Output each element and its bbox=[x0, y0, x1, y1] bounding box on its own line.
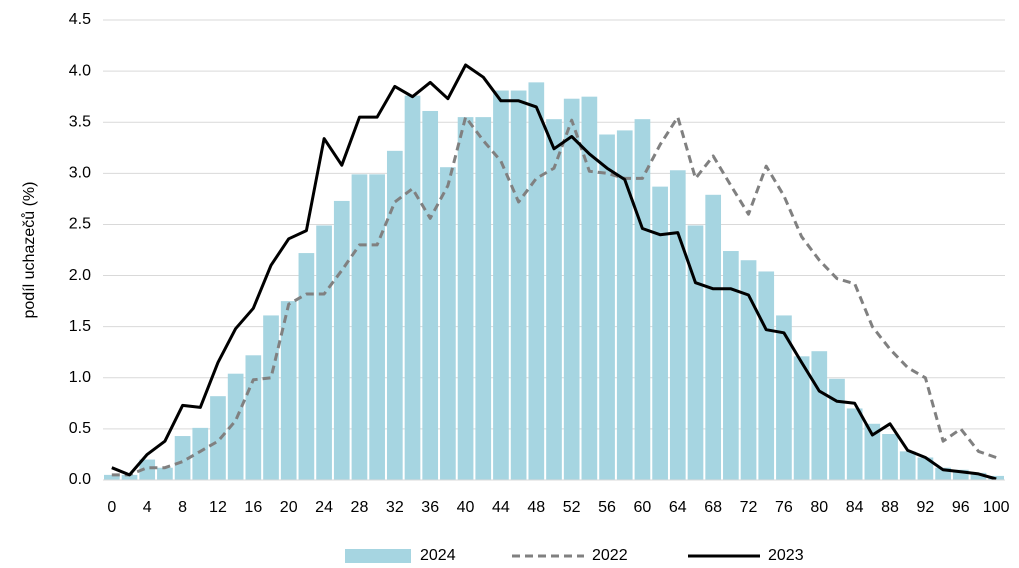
y-tick-label: 3.5 bbox=[69, 113, 91, 130]
bar bbox=[758, 271, 775, 480]
x-tick-label: 40 bbox=[457, 499, 475, 516]
bar bbox=[952, 469, 969, 480]
x-tick-label: 84 bbox=[846, 499, 864, 516]
bar bbox=[493, 90, 509, 481]
bar bbox=[687, 225, 704, 480]
x-tick-label: 100 bbox=[983, 499, 1010, 516]
bar bbox=[882, 434, 898, 480]
y-axis-label: podíl uchazečů (%) bbox=[20, 182, 38, 319]
bar bbox=[139, 459, 156, 480]
bar bbox=[104, 474, 120, 480]
x-tick-label: 20 bbox=[280, 499, 298, 516]
x-tick-label: 4 bbox=[143, 499, 152, 516]
x-tick-label: 36 bbox=[421, 499, 439, 516]
bar bbox=[510, 90, 527, 481]
legend-label: 2024 bbox=[420, 547, 456, 564]
x-tick-label: 28 bbox=[351, 499, 369, 516]
x-tick-label: 64 bbox=[669, 499, 687, 516]
bar bbox=[705, 194, 722, 481]
bar bbox=[811, 351, 828, 480]
legend-swatch bbox=[345, 549, 411, 563]
bar bbox=[616, 130, 633, 480]
y-tick-label: 4.5 bbox=[69, 11, 91, 28]
x-tick-label: 52 bbox=[563, 499, 581, 516]
x-tick-label: 72 bbox=[740, 499, 758, 516]
x-tick-label: 92 bbox=[917, 499, 935, 516]
bar bbox=[316, 225, 332, 480]
bar bbox=[793, 356, 810, 480]
x-tick-label: 96 bbox=[952, 499, 970, 516]
bar bbox=[970, 472, 987, 480]
bar bbox=[333, 200, 350, 480]
line bbox=[111, 115, 997, 477]
y-tick-label: 2.0 bbox=[69, 267, 91, 284]
bar bbox=[723, 251, 739, 480]
bar bbox=[546, 119, 562, 481]
y-tick-label: 0.5 bbox=[69, 420, 91, 437]
legend-label: 2023 bbox=[768, 547, 804, 564]
y-tick-label: 1.5 bbox=[69, 318, 91, 335]
bar bbox=[157, 467, 173, 480]
bar bbox=[634, 119, 651, 481]
x-tick-label: 56 bbox=[598, 499, 616, 516]
bar bbox=[457, 117, 474, 480]
y-tick-label: 2.5 bbox=[69, 216, 91, 233]
x-tick-label: 48 bbox=[527, 499, 545, 516]
bar bbox=[422, 110, 439, 480]
bar bbox=[528, 82, 545, 480]
bar bbox=[669, 170, 686, 480]
bar bbox=[298, 253, 315, 480]
bar bbox=[386, 150, 403, 480]
bar bbox=[917, 457, 934, 480]
x-tick-label: 44 bbox=[492, 499, 510, 516]
bar bbox=[899, 451, 916, 480]
x-tick-label: 88 bbox=[881, 499, 899, 516]
line bbox=[111, 63, 997, 481]
bar bbox=[740, 260, 757, 480]
bar bbox=[210, 396, 226, 480]
x-tick-label: 12 bbox=[209, 499, 227, 516]
bar bbox=[563, 98, 580, 480]
x-tick-label: 32 bbox=[386, 499, 404, 516]
bar bbox=[846, 408, 863, 480]
legend-label: 2022 bbox=[592, 547, 628, 564]
x-tick-label: 24 bbox=[315, 499, 333, 516]
bar bbox=[121, 474, 138, 480]
x-tick-label: 68 bbox=[704, 499, 722, 516]
bar bbox=[599, 134, 615, 480]
bar bbox=[776, 315, 792, 480]
bar bbox=[652, 186, 668, 480]
bar bbox=[369, 174, 385, 480]
y-tick-label: 1.0 bbox=[69, 369, 91, 386]
x-tick-label: 80 bbox=[810, 499, 828, 516]
bar bbox=[581, 96, 598, 481]
bar bbox=[351, 174, 368, 480]
x-tick-label: 60 bbox=[634, 499, 652, 516]
bar bbox=[263, 315, 279, 480]
bar bbox=[280, 301, 297, 480]
x-tick-label: 8 bbox=[178, 499, 187, 516]
bar bbox=[174, 436, 191, 480]
x-tick-label: 0 bbox=[107, 499, 116, 516]
y-tick-label: 3.0 bbox=[69, 165, 91, 182]
x-tick-label: 76 bbox=[775, 499, 793, 516]
bar bbox=[475, 117, 492, 480]
bar bbox=[829, 378, 845, 480]
bar bbox=[404, 95, 421, 481]
bar bbox=[864, 423, 881, 480]
bar bbox=[440, 167, 456, 480]
bar bbox=[192, 427, 209, 480]
x-tick-label: 16 bbox=[244, 499, 262, 516]
bar bbox=[245, 355, 262, 480]
bar bbox=[227, 373, 244, 480]
y-tick-label: 0.0 bbox=[69, 471, 91, 488]
y-tick-label: 4.0 bbox=[69, 62, 91, 79]
